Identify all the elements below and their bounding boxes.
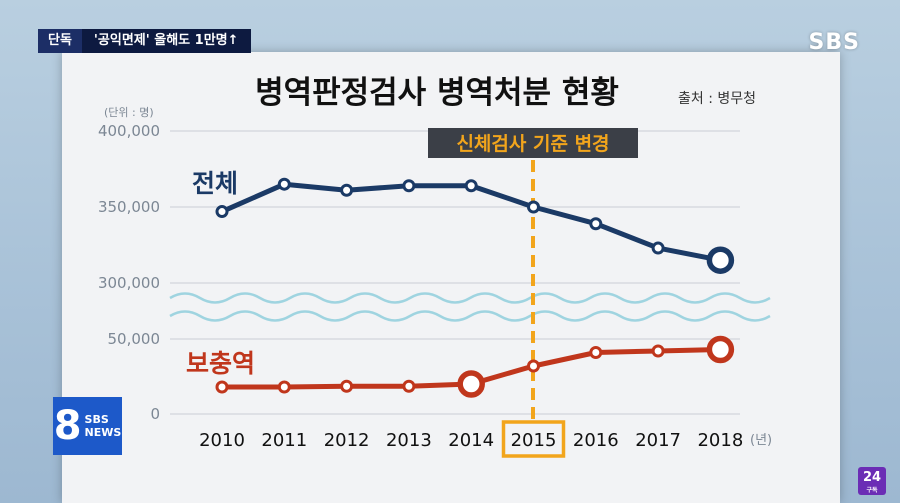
data-point [651, 344, 665, 358]
series-label: 보충역 [186, 349, 255, 378]
channel-number: 8 [53, 403, 82, 449]
data-point [402, 379, 416, 393]
axis-break-wave [169, 292, 771, 304]
x-tick-label: 2010 [199, 430, 245, 451]
series-line [220, 181, 721, 263]
data-point [651, 241, 665, 255]
data-point [340, 379, 354, 393]
y-tick-label: 300,000 [98, 274, 160, 292]
data-point [277, 177, 291, 191]
x-tick-label: 2012 [324, 430, 370, 451]
badge-24-sub: 구독 [866, 487, 878, 494]
badge-brand: SBS [84, 413, 109, 426]
chart-board [62, 52, 840, 503]
y-tick-label: 350,000 [98, 198, 160, 216]
axis-break-wave [169, 310, 771, 322]
annotation-box [428, 128, 638, 158]
y-tick-label: 400,000 [98, 122, 160, 140]
series-label: 전체 [192, 169, 238, 198]
data-point [215, 380, 229, 394]
data-point [706, 246, 735, 274]
exclusive-tag: 단독 [38, 29, 82, 53]
news-ticker: 단독 '공익면제' 올해도 1만명↑ [38, 29, 251, 53]
badge-24-number: 24 [862, 470, 882, 485]
x-tick-label: 2013 [386, 430, 432, 451]
data-point [277, 380, 291, 394]
x-tick-label: 2015 [511, 430, 557, 451]
chart-source: 출처 : 병무청 [678, 91, 756, 107]
chart-title: 병역판정검사 병역처분 현황 [255, 75, 619, 111]
data-point [589, 346, 603, 359]
x-tick-label: 2018 [697, 430, 743, 451]
x-tick-label: 2014 [448, 430, 494, 451]
data-point [457, 370, 485, 398]
y-tick-label: 0 [150, 405, 160, 423]
x-unit-label: (년) [750, 433, 772, 448]
badge-news: NEWS [84, 426, 122, 439]
x-tick-label: 2017 [635, 430, 681, 451]
data-point [215, 205, 229, 219]
data-point [464, 179, 478, 193]
unit-label: (단위 : 명) [104, 106, 154, 119]
highlight-year-box [501, 420, 566, 458]
headline: '공익면제' 올해도 1만명↑ [81, 29, 251, 53]
data-point [527, 200, 540, 214]
annotation-text: 신체검사 기준 변경 [456, 133, 609, 155]
subscribe-badge[interactable]: 24 구독 [858, 467, 886, 495]
sbs-news-badge: 8 SBS NEWS [53, 397, 122, 455]
x-tick-label: 2011 [261, 430, 307, 451]
data-point [340, 183, 354, 197]
x-tick-label: 2016 [573, 430, 619, 451]
data-point [402, 179, 416, 193]
data-point [527, 359, 540, 373]
data-point [589, 217, 603, 231]
sbs-logo: SBS [808, 30, 860, 55]
y-tick-label: 50,000 [108, 330, 161, 348]
data-point [706, 335, 735, 364]
